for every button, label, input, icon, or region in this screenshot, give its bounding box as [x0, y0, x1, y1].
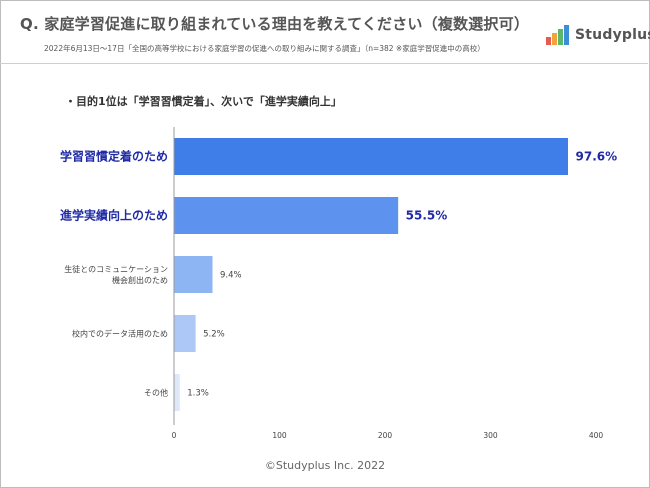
x-tick-label: 200	[378, 431, 393, 440]
category-label: 学習習慣定着のため	[60, 149, 168, 164]
studyplus-logo-icon	[546, 25, 569, 45]
data-label: 55.5%	[406, 209, 448, 223]
logo-text: Studyplus	[575, 27, 650, 43]
bar	[174, 315, 196, 352]
survey-note: 2022年6月13日～17日「全国の高等学校における家庭学習の促進への取り組みに…	[44, 44, 485, 53]
x-tick-label: 400	[589, 431, 604, 440]
copyright: ©Studyplus Inc. 2022	[264, 459, 386, 472]
data-label: 5.2%	[203, 330, 225, 340]
header-divider	[0, 63, 648, 64]
category-label-line: 学習習慣定着のため	[60, 149, 168, 164]
data-label: 9.4%	[220, 271, 242, 281]
bar	[174, 374, 180, 411]
category-label-line: その他	[144, 388, 168, 398]
category-label-line: 校内でのデータ活用のため	[72, 329, 168, 339]
category-label: 進学実績向上のため	[60, 208, 168, 223]
x-tick-label: 0	[172, 431, 177, 440]
category-label: 生徒とのコミュニケーション機会創出のため	[64, 264, 168, 285]
x-tick-label: 100	[272, 431, 287, 440]
bar	[174, 256, 213, 293]
studyplus-logo: Studyplus	[545, 24, 650, 46]
x-tick-label: 300	[483, 431, 498, 440]
bar	[174, 138, 569, 175]
headline: ・目的1位は「学習習慣定着」、次いで「進学実績向上」	[65, 95, 342, 108]
bar	[174, 197, 399, 234]
category-label-line: 進学実績向上のため	[60, 208, 168, 223]
category-label-line: 機会創出のため	[112, 275, 168, 285]
data-label: 97.6%	[576, 150, 618, 164]
category-label: その他	[144, 388, 168, 398]
data-label: 1.3%	[187, 389, 209, 399]
question-title: Q. 家庭学習促進に取り組まれている理由を教えてください（複数選択可）	[20, 15, 530, 33]
category-label: 校内でのデータ活用のため	[72, 329, 168, 339]
category-label-line: 生徒とのコミュニケーション	[64, 264, 168, 274]
